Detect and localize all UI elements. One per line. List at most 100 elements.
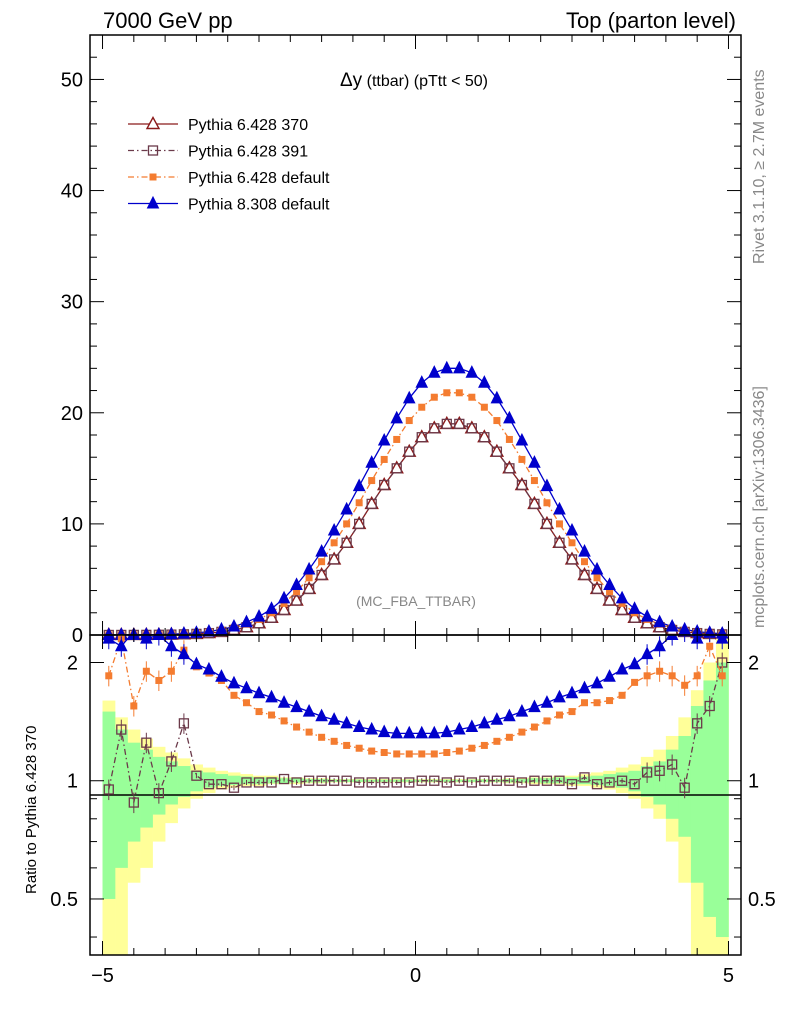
data-point-2 — [443, 389, 451, 397]
data-point-3 — [202, 623, 216, 637]
data-point-3 — [528, 455, 541, 468]
data-point-3 — [615, 590, 629, 604]
data-point-3 — [252, 609, 266, 622]
ratio-point-2 — [265, 689, 278, 703]
ratio-point-0 — [429, 775, 440, 786]
ratio-point-2 — [465, 719, 479, 733]
ratio-point-2 — [427, 725, 441, 739]
ratio-band-green — [578, 776, 592, 785]
ratio-point-0 — [529, 775, 540, 786]
data-point-1 — [328, 554, 340, 565]
ratio-point-0 — [554, 775, 565, 786]
ratio-point-0 — [629, 779, 640, 790]
ratio-point-0 — [416, 775, 427, 786]
ratio-point-0 — [541, 775, 553, 786]
ratio-point-1 — [668, 672, 676, 680]
data-point-2 — [343, 520, 351, 528]
ratio-point-1 — [380, 749, 388, 757]
data-point-2 — [430, 393, 438, 401]
ratio-point-1 — [693, 672, 701, 680]
y-tick-label: 0 — [72, 625, 83, 647]
ratio-point-1 — [230, 691, 238, 699]
data-point-1 — [454, 418, 465, 430]
ratio-point-0 — [191, 770, 202, 781]
plot-title-text: (ttbar) (pTtt < 50) — [362, 73, 488, 90]
data-point-3 — [427, 365, 441, 378]
ratio-point-2 — [478, 715, 491, 729]
data-point-3 — [640, 609, 654, 622]
ratio-point-0 — [328, 775, 340, 786]
ratio-band-green — [565, 777, 579, 785]
data-point-1 — [379, 479, 390, 491]
data-point-1 — [391, 463, 402, 474]
ratio-point-1 — [593, 699, 601, 707]
ratio-point-2 — [377, 724, 391, 738]
ratio-point-2 — [402, 725, 416, 739]
ratio-point-1 — [355, 744, 363, 752]
data-point-2 — [606, 588, 614, 596]
data-point-3 — [352, 478, 366, 492]
data-point-3 — [415, 375, 429, 388]
ratio-point-1 — [293, 723, 301, 731]
ratio-point-1 — [343, 741, 351, 749]
ratio-band-green — [653, 761, 667, 805]
data-point-2 — [418, 403, 426, 411]
data-point-2 — [293, 588, 301, 596]
data-point-2 — [480, 403, 488, 411]
ratio-point-1 — [455, 747, 463, 755]
ratio-point-2 — [102, 635, 116, 644]
rivet-version-label: Rivet 3.1.10, ≥ 2.7M events — [751, 69, 768, 264]
ratio-point-0 — [216, 779, 227, 790]
ratio-point-2 — [603, 669, 616, 682]
ratio-band-green — [127, 742, 141, 842]
data-point-2 — [330, 539, 338, 547]
ratio-point-1 — [405, 750, 413, 758]
ratio-point-1 — [581, 699, 589, 707]
ratio-point-0 — [654, 765, 665, 776]
ratio-band-green — [140, 749, 153, 828]
data-point-2 — [581, 558, 589, 566]
ratio-point-0 — [128, 797, 139, 808]
ratio-point-2 — [528, 699, 541, 713]
ratio-point-0 — [278, 773, 290, 785]
data-point-2 — [468, 393, 476, 401]
ratio-point-2 — [553, 689, 566, 703]
ratio-point-1 — [318, 733, 326, 741]
legend-marker — [147, 145, 159, 156]
data-point-3 — [277, 590, 291, 604]
ratio-point-2 — [653, 638, 666, 652]
ratio-point-0 — [692, 718, 703, 729]
data-point-3 — [302, 561, 316, 575]
data-point-1 — [529, 498, 540, 510]
ratio-point-0 — [404, 777, 415, 788]
data-point-1 — [316, 569, 327, 581]
data-point-2 — [380, 455, 388, 463]
ratio-point-0 — [316, 775, 327, 786]
legend-label: Pythia 8.308 default — [188, 197, 330, 214]
ratio-point-1 — [468, 744, 476, 752]
data-point-2 — [593, 574, 601, 582]
data-point-3 — [603, 577, 616, 590]
ratio-point-0 — [641, 767, 653, 778]
data-point-1 — [604, 595, 615, 606]
data-point-3 — [453, 360, 466, 374]
data-point-3 — [590, 561, 604, 575]
plot-title: Δy (ttbar) (pTtt < 50) — [340, 70, 488, 91]
ratio-point-0 — [341, 775, 352, 786]
ratio-point-2 — [490, 712, 504, 725]
plot-title-symbol: Δy — [340, 70, 363, 91]
ratio-line-0 — [108, 662, 723, 803]
data-point-3 — [327, 522, 341, 536]
x-tick-label: −5 — [91, 965, 114, 987]
ratio-point-1 — [493, 737, 501, 745]
ratio-point-2 — [315, 708, 328, 722]
data-point-3 — [265, 601, 278, 614]
y-tick-label: 20 — [61, 403, 83, 425]
ratio-point-0 — [441, 777, 452, 788]
ratio-point-0 — [303, 775, 315, 786]
ratio-point-1 — [718, 672, 726, 680]
ratio-point-0 — [454, 775, 465, 786]
ratio-point-0 — [391, 777, 402, 788]
ratio-point-2 — [503, 708, 516, 722]
